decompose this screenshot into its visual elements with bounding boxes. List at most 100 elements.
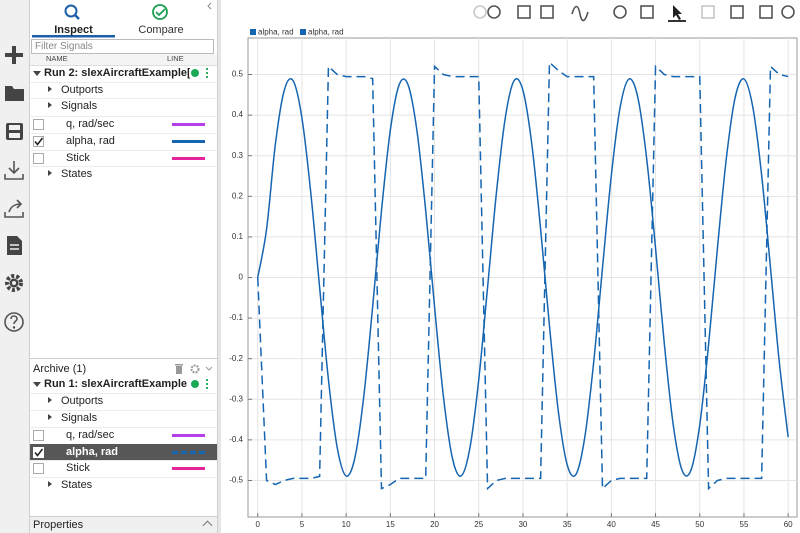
signal-name[interactable]: Stick — [66, 461, 90, 475]
archive-tools[interactable] — [175, 364, 215, 374]
collapse-arrow[interactable] — [48, 414, 52, 420]
y-tick-label: 0.3 — [232, 151, 244, 160]
row-divider — [30, 82, 217, 83]
group-name[interactable]: States — [61, 478, 92, 492]
run-status — [191, 380, 199, 388]
y-tick-label: 0.1 — [232, 232, 244, 241]
chart: -0.5-0.4-0.3-0.2-0.100.10.20.30.40.50510… — [220, 0, 800, 533]
signal-line[interactable] — [172, 140, 205, 143]
properties-title[interactable]: Properties — [33, 518, 83, 532]
toolbar-button[interactable] — [518, 6, 530, 18]
icon — [474, 6, 486, 18]
expand-arrow[interactable] — [33, 382, 41, 387]
panel-divider — [30, 358, 217, 359]
run-menu[interactable] — [206, 67, 208, 79]
toolbar-button[interactable] — [488, 6, 500, 18]
signal-line[interactable] — [172, 157, 205, 160]
legend-label: alpha, rad — [258, 28, 294, 37]
signal-name[interactable]: q, rad/sec — [66, 428, 114, 442]
signal-name[interactable]: alpha, rad — [66, 134, 115, 148]
import-button[interactable] — [5, 161, 23, 179]
row-divider — [30, 427, 217, 428]
checkbox[interactable] — [33, 153, 44, 164]
y-tick-label: -0.1 — [229, 313, 243, 322]
toolbar-button[interactable] — [641, 6, 653, 18]
expand-arrow[interactable] — [33, 71, 41, 76]
toolbar-button[interactable] — [572, 7, 588, 21]
y-tick-label: -0.3 — [229, 394, 243, 403]
signal-name[interactable]: Stick — [66, 151, 90, 165]
y-tick-label: -0.2 — [229, 354, 243, 363]
toolbar-button[interactable] — [782, 6, 794, 18]
row-divider — [30, 166, 217, 167]
open-button[interactable] — [5, 86, 24, 101]
row-divider — [30, 98, 217, 99]
x-tick-label: 5 — [300, 520, 305, 529]
archive-icons — [175, 364, 215, 374]
checkbox[interactable] — [33, 463, 44, 474]
group-name[interactable]: Signals — [61, 99, 97, 113]
collapse-arrow[interactable] — [48, 397, 52, 403]
save-button[interactable] — [6, 123, 23, 140]
run-title[interactable]: Run 2: slexAircraftExample[Current] — [44, 66, 190, 80]
settings-button[interactable] — [7, 276, 21, 290]
signal-line[interactable] — [172, 123, 205, 126]
y-tick-label: 0.5 — [232, 70, 244, 79]
inspect-panel: InspectCompareFilter SignalsNAMELINERun … — [30, 0, 217, 533]
checkbox[interactable] — [33, 136, 44, 147]
filter-box[interactable]: Filter Signals — [31, 39, 214, 54]
toolbar-button[interactable] — [614, 6, 626, 18]
toolbar-underline — [668, 20, 686, 22]
toolbar-button[interactable] — [474, 6, 486, 18]
checkbox[interactable] — [33, 119, 44, 130]
icon — [702, 6, 714, 18]
toolbar-button[interactable] — [541, 6, 553, 18]
collapse-arrow[interactable] — [48, 102, 52, 108]
signal-name[interactable]: alpha, rad — [66, 445, 118, 459]
icon — [572, 7, 588, 21]
icon — [488, 6, 500, 18]
export-button[interactable] — [5, 200, 23, 217]
report-button[interactable] — [7, 236, 22, 255]
toolbar-button[interactable] — [673, 5, 682, 20]
x-tick-label: 25 — [474, 520, 483, 529]
group-name[interactable]: Outports — [61, 394, 103, 408]
collapse-arrow[interactable] — [48, 86, 52, 92]
toolbar-button[interactable] — [760, 6, 772, 18]
run-title[interactable]: Run 1: slexAircraftExample — [44, 377, 190, 391]
toolbar-button[interactable] — [731, 6, 743, 18]
y-tick-label: 0.2 — [232, 191, 244, 200]
signal-line[interactable] — [172, 467, 205, 470]
group-name[interactable]: Signals — [61, 411, 97, 425]
row-divider — [30, 460, 217, 461]
icon — [673, 5, 682, 20]
collapse-arrow[interactable] — [48, 481, 52, 487]
group-name[interactable]: States — [61, 167, 92, 181]
row-divider — [30, 116, 217, 117]
new-button[interactable] — [5, 46, 23, 64]
checkbox[interactable] — [33, 430, 44, 441]
sidebar — [0, 0, 30, 533]
sidebar-icons — [0, 0, 29, 533]
checkbox[interactable] — [33, 447, 44, 458]
run-menu[interactable] — [206, 378, 208, 390]
icon — [731, 6, 743, 18]
icon — [518, 6, 530, 18]
x-tick-label: 30 — [518, 520, 527, 529]
compare-tab[interactable]: Compare — [116, 24, 206, 36]
toolbar-button[interactable] — [702, 6, 714, 18]
help-button[interactable] — [5, 313, 23, 331]
inspect-tab[interactable]: Inspect — [32, 24, 115, 36]
signal-name[interactable]: q, rad/sec — [66, 117, 114, 131]
x-tick-label: 60 — [784, 520, 793, 529]
collapse-arrow[interactable] — [48, 170, 52, 176]
group-name[interactable]: Outports — [61, 83, 103, 97]
y-tick-label: -0.5 — [229, 476, 243, 485]
row-divider — [30, 477, 217, 478]
archive-title: Archive (1) — [33, 362, 86, 376]
legend-swatch — [300, 29, 306, 35]
row-divider — [30, 410, 217, 411]
signal-line[interactable] — [172, 434, 205, 437]
row-divider — [30, 133, 217, 134]
signal-line[interactable] — [172, 451, 205, 454]
